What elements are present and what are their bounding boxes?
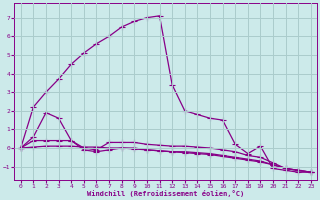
X-axis label: Windchill (Refroidissement éolien,°C): Windchill (Refroidissement éolien,°C)	[87, 190, 244, 197]
